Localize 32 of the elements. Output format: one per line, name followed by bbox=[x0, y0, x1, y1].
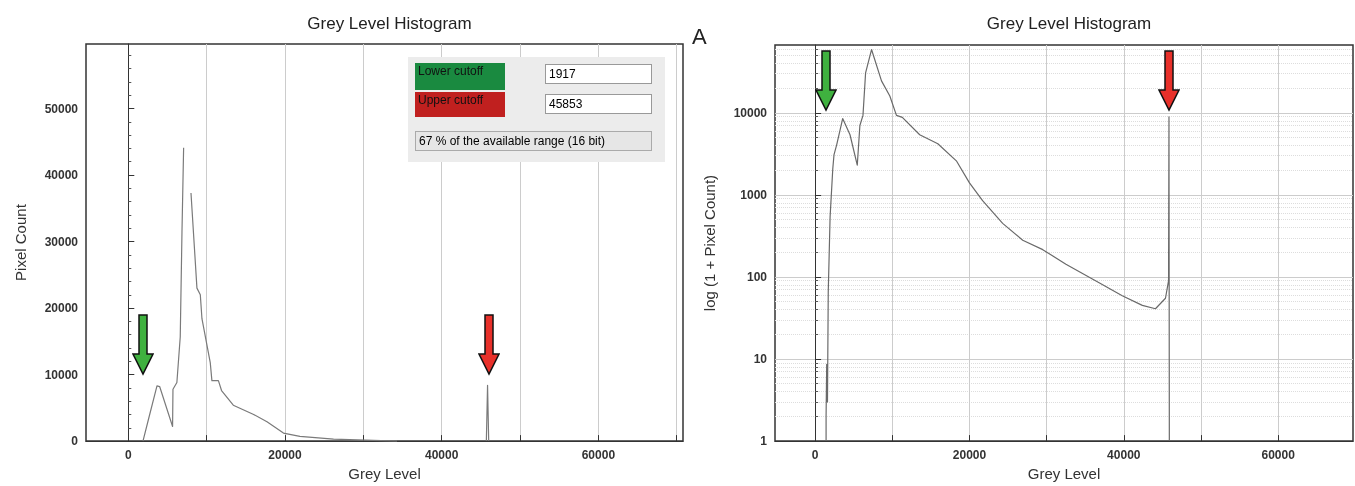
y-tick-label: 0 bbox=[71, 434, 79, 449]
y-tick-label: 10 bbox=[753, 352, 768, 367]
x-axis-title: Grey Level bbox=[1027, 465, 1101, 482]
x-tick-label: 60000 bbox=[581, 448, 616, 463]
y-axis-title: log (1 + Pixel Count) bbox=[701, 174, 718, 312]
text: A bbox=[692, 24, 707, 50]
line-series bbox=[825, 48, 1170, 442]
y-tick-label: 40000 bbox=[44, 168, 79, 183]
x-tick-label: 0 bbox=[124, 448, 132, 463]
x-tick-label: 0 bbox=[811, 448, 819, 463]
y-tick-label: 10000 bbox=[44, 367, 79, 382]
x-tick-label: 20000 bbox=[268, 448, 303, 463]
y-tick-label: 10000 bbox=[733, 105, 768, 120]
x-tick-label: 20000 bbox=[952, 448, 987, 463]
annotation: 45853 bbox=[545, 94, 652, 114]
annotation: 1917 bbox=[545, 64, 652, 84]
annotation: 67 % of the available range (16 bit) bbox=[415, 131, 652, 151]
y-tick-label: 50000 bbox=[44, 101, 79, 116]
y-axis-title: Pixel Count bbox=[12, 203, 29, 281]
y-tick-label: 30000 bbox=[44, 234, 79, 249]
annotation: Lower cutoff bbox=[415, 63, 505, 90]
chart-title: Grey Level Histogram bbox=[986, 14, 1152, 33]
chart-title: Grey Level Histogram bbox=[307, 14, 472, 33]
x-tick-label: 60000 bbox=[1261, 448, 1296, 463]
x-tick-label: 40000 bbox=[1107, 448, 1141, 463]
annotation: Upper cutoff bbox=[415, 92, 505, 117]
x-tick-label: 40000 bbox=[425, 448, 459, 463]
y-tick-label: 100 bbox=[746, 269, 768, 284]
y-tick-label: 1000 bbox=[740, 187, 768, 202]
y-tick-label: 1 bbox=[760, 434, 768, 449]
y-tick-label: 20000 bbox=[44, 301, 79, 316]
x-axis-title: Grey Level bbox=[348, 465, 421, 482]
